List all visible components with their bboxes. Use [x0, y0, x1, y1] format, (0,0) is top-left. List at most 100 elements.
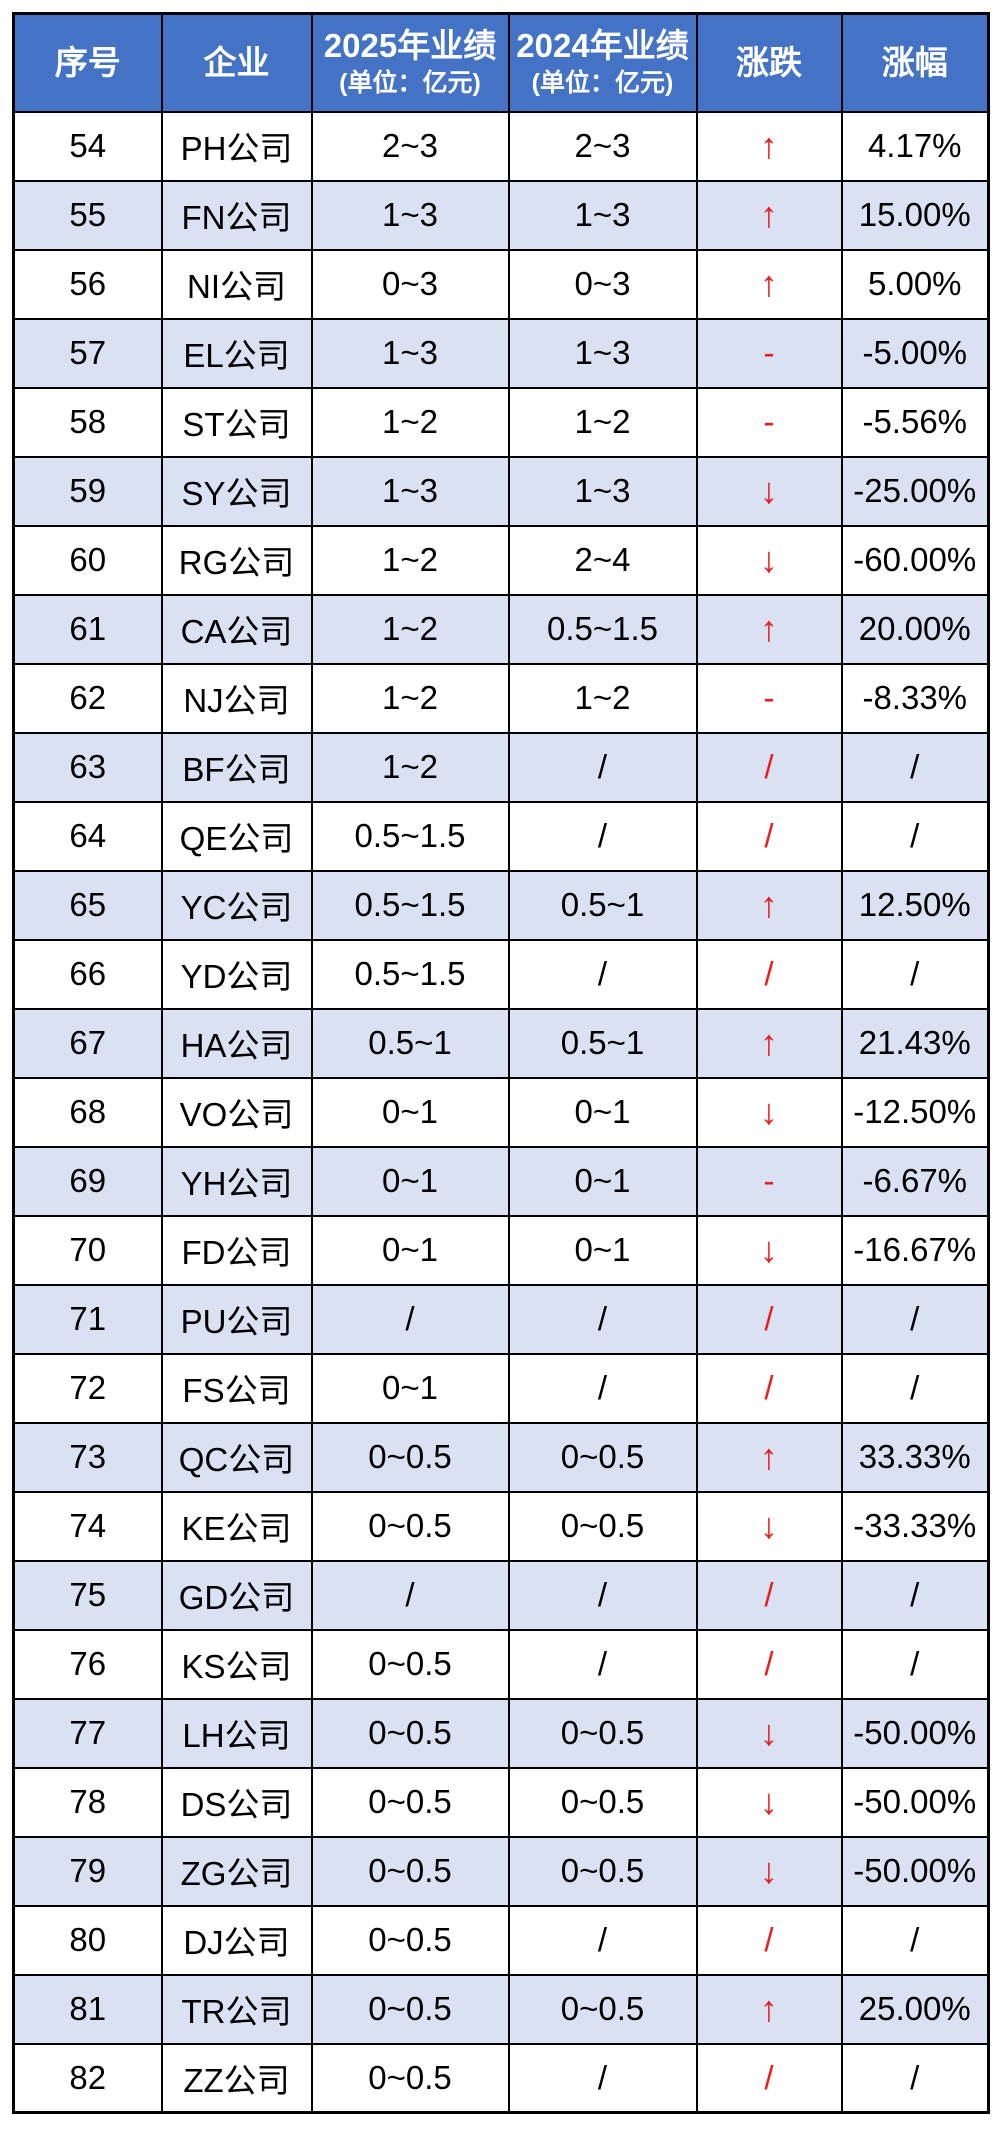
- y2025-cell: /: [310, 1283, 510, 1355]
- table-row: 74 KE公司 0~0.5 0~0.5 ↓ -33.33%: [12, 1490, 990, 1562]
- table-row: 68 VO公司 0~1 0~1 ↓ -12.50%: [12, 1076, 990, 1148]
- serial-cell: 58: [12, 386, 163, 458]
- table-row: 67 HA公司 0.5~1 0.5~1 ↑ 21.43%: [12, 1007, 990, 1079]
- y2024-cell: 0~0.5: [507, 1835, 698, 1907]
- y2024-cell: /: [507, 1559, 698, 1631]
- serial-cell: 77: [12, 1697, 163, 1769]
- change-cell: /: [840, 1352, 990, 1424]
- change-cell: 5.00%: [840, 248, 990, 320]
- table-row: 56 NI公司 0~3 0~3 ↑ 5.00%: [12, 248, 990, 320]
- table-row: 82 ZZ公司 0~0.5// /: [12, 2042, 990, 2114]
- company-cell: RG公司: [160, 524, 313, 596]
- change-cell: /: [840, 1559, 990, 1631]
- header-serial-label: 序号: [54, 43, 121, 81]
- table-row: 58 ST公司 1~2 1~2- -5.56%: [12, 386, 990, 458]
- trend-cell: /: [695, 1904, 843, 1976]
- y2024-cell: /: [507, 1904, 698, 1976]
- trend-cell: ↑: [695, 110, 843, 182]
- y2024-cell: /: [507, 800, 698, 872]
- change-cell: -6.67%: [840, 1145, 990, 1217]
- y2025-cell: /: [310, 1559, 510, 1631]
- serial-cell: 55: [12, 179, 163, 251]
- company-cell: NJ公司: [160, 662, 313, 734]
- y2024-cell: 0.5~1.5: [507, 593, 698, 665]
- table-row: 66 YD公司 0.5~1.5// /: [12, 938, 990, 1010]
- serial-cell: 76: [12, 1628, 163, 1700]
- y2024-cell: /: [507, 1628, 698, 1700]
- trend-cell: ↑: [695, 248, 843, 320]
- serial-cell: 78: [12, 1766, 163, 1838]
- y2024-cell: /: [507, 731, 698, 803]
- serial-cell: 63: [12, 731, 163, 803]
- y2025-cell: 0~1: [310, 1214, 510, 1286]
- company-cell: KE公司: [160, 1490, 313, 1562]
- company-cell: NI公司: [160, 248, 313, 320]
- change-cell: 21.43%: [840, 1007, 990, 1079]
- trend-cell: /: [695, 1628, 843, 1700]
- change-cell: 12.50%: [840, 869, 990, 941]
- y2025-cell: 0~0.5: [310, 1490, 510, 1562]
- table-row: 64 QE公司 0.5~1.5// /: [12, 800, 990, 872]
- company-cell: QC公司: [160, 1421, 313, 1493]
- serial-cell: 68: [12, 1076, 163, 1148]
- table-row: 76 KS公司 0~0.5// /: [12, 1628, 990, 1700]
- header-2025-unit: (单位：亿元): [339, 69, 481, 98]
- company-cell: KS公司: [160, 1628, 313, 1700]
- serial-cell: 82: [12, 2042, 163, 2114]
- company-cell: CA公司: [160, 593, 313, 665]
- company-cell: ZZ公司: [160, 2042, 313, 2114]
- y2025-cell: 0~0.5: [310, 1421, 510, 1493]
- trend-cell: /: [695, 1559, 843, 1631]
- company-cell: ZG公司: [160, 1835, 313, 1907]
- y2024-cell: 2~4: [507, 524, 698, 596]
- trend-cell: /: [695, 731, 843, 803]
- y2024-cell: 0~0.5: [507, 1490, 698, 1562]
- serial-cell: 73: [12, 1421, 163, 1493]
- y2024-cell: 1~3: [507, 179, 698, 251]
- change-cell: 25.00%: [840, 1973, 990, 2045]
- company-cell: BF公司: [160, 731, 313, 803]
- y2025-cell: 1~2: [310, 524, 510, 596]
- y2024-cell: 0~0.5: [507, 1766, 698, 1838]
- y2025-cell: 0~3: [310, 248, 510, 320]
- y2025-cell: 0~0.5: [310, 1835, 510, 1907]
- trend-cell: ↑: [695, 1973, 843, 2045]
- trend-cell: -: [695, 1145, 843, 1217]
- trend-cell: ↓: [695, 1697, 843, 1769]
- y2024-cell: 0~0.5: [507, 1421, 698, 1493]
- serial-cell: 81: [12, 1973, 163, 2045]
- serial-cell: 80: [12, 1904, 163, 1976]
- change-cell: -5.56%: [840, 386, 990, 458]
- trend-cell: ↑: [695, 1007, 843, 1079]
- header-2024-label: 2024年业绩: [516, 27, 689, 65]
- company-cell: FS公司: [160, 1352, 313, 1424]
- y2024-cell: 0~1: [507, 1145, 698, 1217]
- table-row: 57 EL公司 1~3 1~3- -5.00%: [12, 317, 990, 389]
- change-cell: /: [840, 1283, 990, 1355]
- company-cell: VO公司: [160, 1076, 313, 1148]
- y2025-cell: 1~2: [310, 731, 510, 803]
- table-row: 81 TR公司 0~0.5 0~0.5 ↑ 25.00%: [12, 1973, 990, 2045]
- y2024-cell: 0.5~1: [507, 1007, 698, 1079]
- header-company: 企业: [160, 12, 313, 113]
- company-cell: FN公司: [160, 179, 313, 251]
- header-2025: 2025年业绩 (单位：亿元): [310, 12, 510, 113]
- change-cell: 20.00%: [840, 593, 990, 665]
- table-row: 79 ZG公司 0~0.5 0~0.5 ↓ -50.00%: [12, 1835, 990, 1907]
- y2024-cell: 0~3: [507, 248, 698, 320]
- y2024-cell: 0~1: [507, 1214, 698, 1286]
- trend-cell: ↓: [695, 1766, 843, 1838]
- y2025-cell: 1~3: [310, 455, 510, 527]
- serial-cell: 69: [12, 1145, 163, 1217]
- table-row: 73 QC公司 0~0.5 0~0.5 ↑ 33.33%: [12, 1421, 990, 1493]
- change-cell: -50.00%: [840, 1697, 990, 1769]
- y2025-cell: 0~1: [310, 1145, 510, 1217]
- table-row: 80 DJ公司 0~0.5// /: [12, 1904, 990, 1976]
- serial-cell: 57: [12, 317, 163, 389]
- serial-cell: 65: [12, 869, 163, 941]
- header-2024-unit: (单位：亿元): [531, 69, 674, 98]
- trend-cell: -: [695, 386, 843, 458]
- change-cell: 4.17%: [840, 110, 990, 182]
- y2024-cell: 1~2: [507, 662, 698, 734]
- change-cell: /: [840, 1904, 990, 1976]
